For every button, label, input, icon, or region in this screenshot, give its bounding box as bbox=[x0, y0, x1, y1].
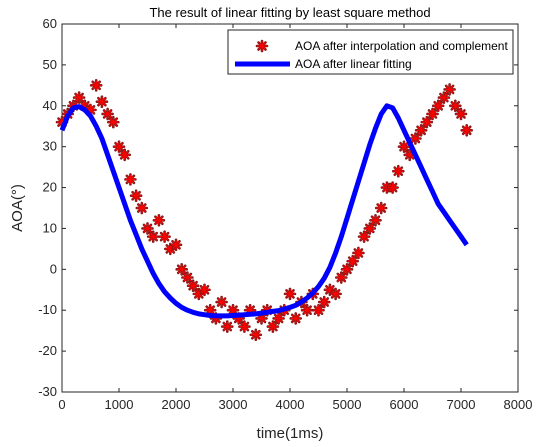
scatter-point bbox=[289, 312, 303, 325]
scatter-point bbox=[460, 124, 474, 137]
scatter-point bbox=[317, 295, 331, 309]
y-tick-label: -30 bbox=[38, 384, 57, 399]
scatter-point bbox=[135, 201, 149, 215]
fit-series bbox=[59, 103, 469, 319]
legend-label-fit: AOA after linear fitting bbox=[295, 57, 412, 71]
scatter-point bbox=[198, 283, 211, 297]
scatter-point bbox=[255, 312, 268, 325]
scatter-point bbox=[238, 320, 251, 333]
y-axis-ticks: -30 -20 -10 0 10 20 30 40 50 60 bbox=[38, 16, 518, 399]
x-tick-label: 4000 bbox=[276, 397, 305, 412]
scatter-point bbox=[124, 173, 137, 186]
legend-box bbox=[227, 29, 514, 75]
scatter-point bbox=[448, 99, 462, 113]
y-tick-label: 60 bbox=[43, 16, 57, 31]
scatter-point bbox=[420, 115, 434, 129]
scatter-point bbox=[118, 148, 131, 162]
scatter-point bbox=[409, 132, 422, 145]
scatter-point bbox=[312, 303, 325, 317]
y-tick-label: 10 bbox=[43, 220, 57, 235]
scatter-point bbox=[363, 222, 377, 235]
scatter-point bbox=[72, 91, 86, 104]
legend: AOA after interpolation and complement A… bbox=[227, 29, 514, 75]
scatter-point bbox=[249, 328, 263, 342]
fit-line bbox=[59, 103, 469, 319]
scatter-point bbox=[169, 238, 183, 252]
plot-area bbox=[61, 23, 519, 393]
scatter-point bbox=[329, 287, 342, 301]
scatter-point bbox=[215, 295, 228, 309]
scatter-point bbox=[101, 107, 114, 121]
scatter-point bbox=[443, 83, 456, 96]
scatter-point bbox=[266, 320, 280, 333]
scatter-point bbox=[374, 201, 388, 215]
x-tick-label: 8000 bbox=[504, 397, 533, 412]
scatter-point bbox=[158, 230, 171, 243]
x-tick-label: 1000 bbox=[105, 397, 134, 412]
scatter-point bbox=[146, 230, 160, 243]
scatter-point bbox=[95, 95, 109, 108]
scatter-point bbox=[357, 230, 371, 243]
scatter-point bbox=[152, 213, 166, 227]
x-tick-label: 3000 bbox=[219, 397, 248, 412]
x-tick-label: 0 bbox=[58, 397, 65, 412]
legend-asterisk bbox=[255, 39, 269, 53]
x-tick-label: 6000 bbox=[390, 397, 419, 412]
scatter-point bbox=[391, 164, 405, 178]
legend-scatter-marker bbox=[255, 39, 269, 53]
x-tick-label: 5000 bbox=[333, 397, 362, 412]
scatter-point bbox=[437, 91, 451, 104]
scatter-point bbox=[334, 271, 348, 284]
scatter-point bbox=[426, 107, 439, 121]
x-tick-label: 2000 bbox=[162, 397, 191, 412]
scatter-point bbox=[300, 303, 314, 317]
y-tick-label: 0 bbox=[50, 261, 57, 276]
y-tick-label: 30 bbox=[43, 139, 57, 154]
x-axis-ticks: 0 1000 2000 3000 4000 5000 6000 7000 8000 bbox=[58, 24, 532, 412]
scatter-point bbox=[414, 124, 428, 137]
x-axis-label: time(1ms) bbox=[257, 425, 324, 442]
scatter-point bbox=[186, 279, 200, 292]
scatter-point bbox=[346, 254, 360, 268]
scatter-point bbox=[397, 140, 411, 153]
scatter-point bbox=[89, 79, 103, 92]
scatter-point bbox=[181, 271, 194, 284]
y-tick-label: -20 bbox=[38, 343, 57, 358]
scatter-point bbox=[175, 263, 188, 276]
y-tick-label: 20 bbox=[43, 180, 57, 195]
y-tick-label: -10 bbox=[38, 302, 57, 317]
y-axis-label: AOA(°) bbox=[9, 184, 26, 232]
scatter-point bbox=[129, 189, 143, 203]
scatter-point bbox=[272, 312, 285, 325]
x-tick-label: 7000 bbox=[447, 397, 476, 412]
scatter-point bbox=[352, 246, 365, 260]
scatter-point bbox=[141, 222, 154, 235]
legend-label-scatter: AOA after interpolation and complement bbox=[295, 39, 508, 53]
scatter-point bbox=[369, 213, 382, 227]
scatter-point bbox=[454, 107, 468, 121]
y-tick-label: 50 bbox=[43, 57, 57, 72]
scatter-point bbox=[112, 140, 126, 153]
scatter-point bbox=[340, 263, 354, 276]
scatter-point bbox=[283, 287, 297, 301]
scatter-point bbox=[431, 99, 445, 113]
chart-title: The result of linear fitting by least sq… bbox=[149, 5, 430, 20]
scatter-point bbox=[221, 320, 234, 333]
scatter-point bbox=[386, 181, 399, 194]
scatter-point bbox=[107, 115, 120, 129]
y-tick-label: 40 bbox=[43, 98, 57, 113]
